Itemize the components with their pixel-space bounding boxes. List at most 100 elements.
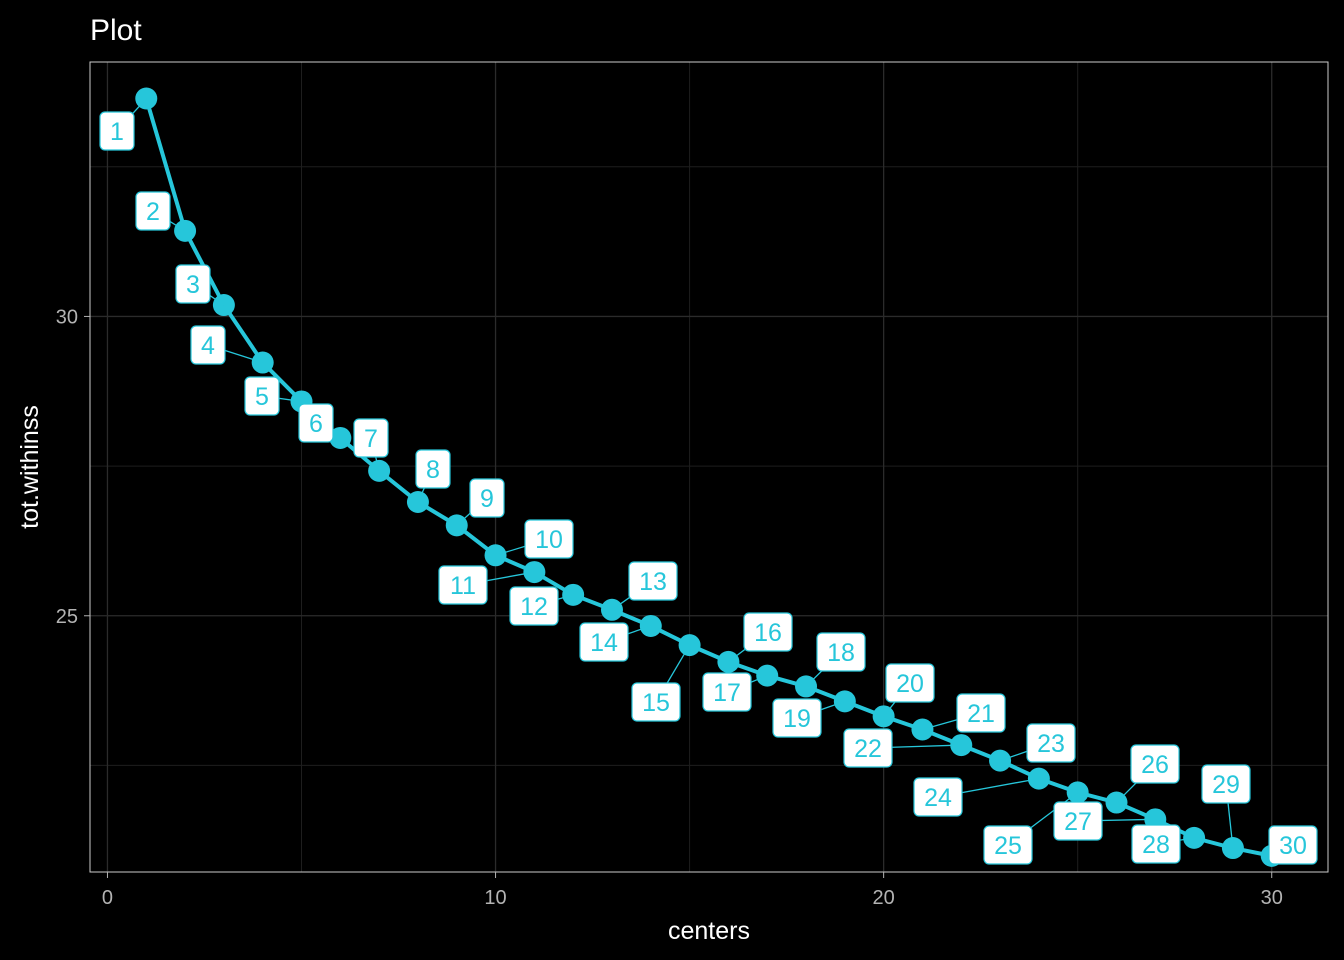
point-label-box <box>190 325 226 365</box>
point-label-text: 4 <box>201 332 215 360</box>
point-label-text: 23 <box>1037 730 1065 758</box>
point-label: 28 <box>1131 824 1181 864</box>
point-label: 12 <box>509 586 559 626</box>
point-label-box <box>175 264 211 304</box>
point-label-text: 10 <box>535 526 563 554</box>
point-label-box <box>843 728 893 768</box>
point-label-text: 5 <box>255 383 269 411</box>
point-label-box <box>772 698 822 738</box>
point-label: 25 <box>983 825 1033 865</box>
point-label-box <box>956 693 1006 733</box>
point-label-text: 26 <box>1141 751 1169 779</box>
point-label-box <box>1268 825 1318 865</box>
point-label-box <box>1053 801 1103 841</box>
point-label: 13 <box>628 561 678 601</box>
plot-panel-border <box>89 61 1329 873</box>
point-label-box <box>579 622 629 662</box>
point-label-box <box>524 519 574 559</box>
point-label: 26 <box>1130 744 1180 784</box>
point-label: 21 <box>956 693 1006 733</box>
point-label: 27 <box>1053 801 1103 841</box>
x-axis-title: centers <box>668 917 750 945</box>
point-label-text: 9 <box>480 485 494 513</box>
point-label-box <box>415 449 451 489</box>
point-label-box <box>913 777 963 817</box>
point-label: 9 <box>469 478 505 518</box>
point-label-box <box>983 825 1033 865</box>
data-point <box>406 491 429 514</box>
point-label: 20 <box>885 663 935 703</box>
point-label-box <box>353 418 389 458</box>
point-label-text: 22 <box>854 735 882 763</box>
point-label-box <box>1131 824 1181 864</box>
point-label: 19 <box>772 698 822 738</box>
point-label-box <box>469 478 505 518</box>
point-label: 3 <box>175 264 211 304</box>
point-label-text: 21 <box>967 700 995 728</box>
x-tick-label: 10 <box>484 887 506 909</box>
x-tick-label: 30 <box>1261 887 1283 909</box>
point-label-box <box>702 672 752 712</box>
point-label-text: 27 <box>1064 808 1092 836</box>
point-label-box <box>628 561 678 601</box>
point-label: 6 <box>298 403 334 443</box>
point-label-text: 30 <box>1279 832 1307 860</box>
y-tick-label: 25 <box>56 606 78 628</box>
point-label-box <box>244 376 280 416</box>
point-label: 16 <box>743 612 793 652</box>
point-label: 17 <box>702 672 752 712</box>
chart-title: Plot <box>90 14 142 47</box>
point-label: 1 <box>99 111 135 151</box>
point-label: 23 <box>1026 723 1076 763</box>
point-label-text: 13 <box>639 568 667 596</box>
point-label: 24 <box>913 777 963 817</box>
point-label-box <box>135 191 171 231</box>
point-label-text: 16 <box>754 619 782 647</box>
axis-ticks: 0 10 20 30 25 30 <box>56 306 1283 909</box>
point-label-text: 19 <box>783 705 811 733</box>
point-label-box <box>743 612 793 652</box>
point-label-text: 25 <box>994 832 1022 860</box>
point-label: 7 <box>353 418 389 458</box>
point-label: 11 <box>438 565 488 605</box>
point-label-box <box>509 586 559 626</box>
point-label-box <box>631 682 681 722</box>
point-label-text: 29 <box>1212 771 1240 799</box>
point-label-text: 11 <box>450 572 476 600</box>
point-label-text: 1 <box>110 118 124 146</box>
point-label-text: 15 <box>642 689 670 717</box>
point-label-text: 17 <box>713 679 741 707</box>
point-label-text: 28 <box>1142 831 1170 859</box>
point-label-text: 6 <box>309 410 323 438</box>
x-tick-label: 0 <box>102 887 113 909</box>
point-label: 18 <box>816 632 866 672</box>
point-label-text: 2 <box>146 198 160 226</box>
point-label-text: 14 <box>590 629 618 657</box>
point-label-box <box>1130 744 1180 784</box>
point-label: 30 <box>1268 825 1318 865</box>
point-label: 22 <box>843 728 893 768</box>
point-label-text: 7 <box>364 425 378 453</box>
point-label-text: 8 <box>426 456 440 484</box>
point-label-text: 3 <box>186 271 200 299</box>
point-label: 8 <box>415 449 451 489</box>
point-label-box <box>298 403 334 443</box>
x-tick-label: 20 <box>873 887 895 909</box>
point-label-text: 24 <box>924 784 952 812</box>
grid <box>90 62 1328 872</box>
point-label-box <box>99 111 135 151</box>
point-label: 10 <box>524 519 574 559</box>
point-label-box <box>438 565 488 605</box>
point-label-box <box>816 632 866 672</box>
y-tick-label: 30 <box>56 306 78 328</box>
point-label: 2 <box>135 191 171 231</box>
point-label: 29 <box>1201 764 1251 804</box>
point-label-box <box>1201 764 1251 804</box>
point-label-text: 18 <box>827 639 855 667</box>
point-label: 5 <box>244 376 280 416</box>
point-label-text: 12 <box>520 593 548 621</box>
point-label-box <box>1026 723 1076 763</box>
